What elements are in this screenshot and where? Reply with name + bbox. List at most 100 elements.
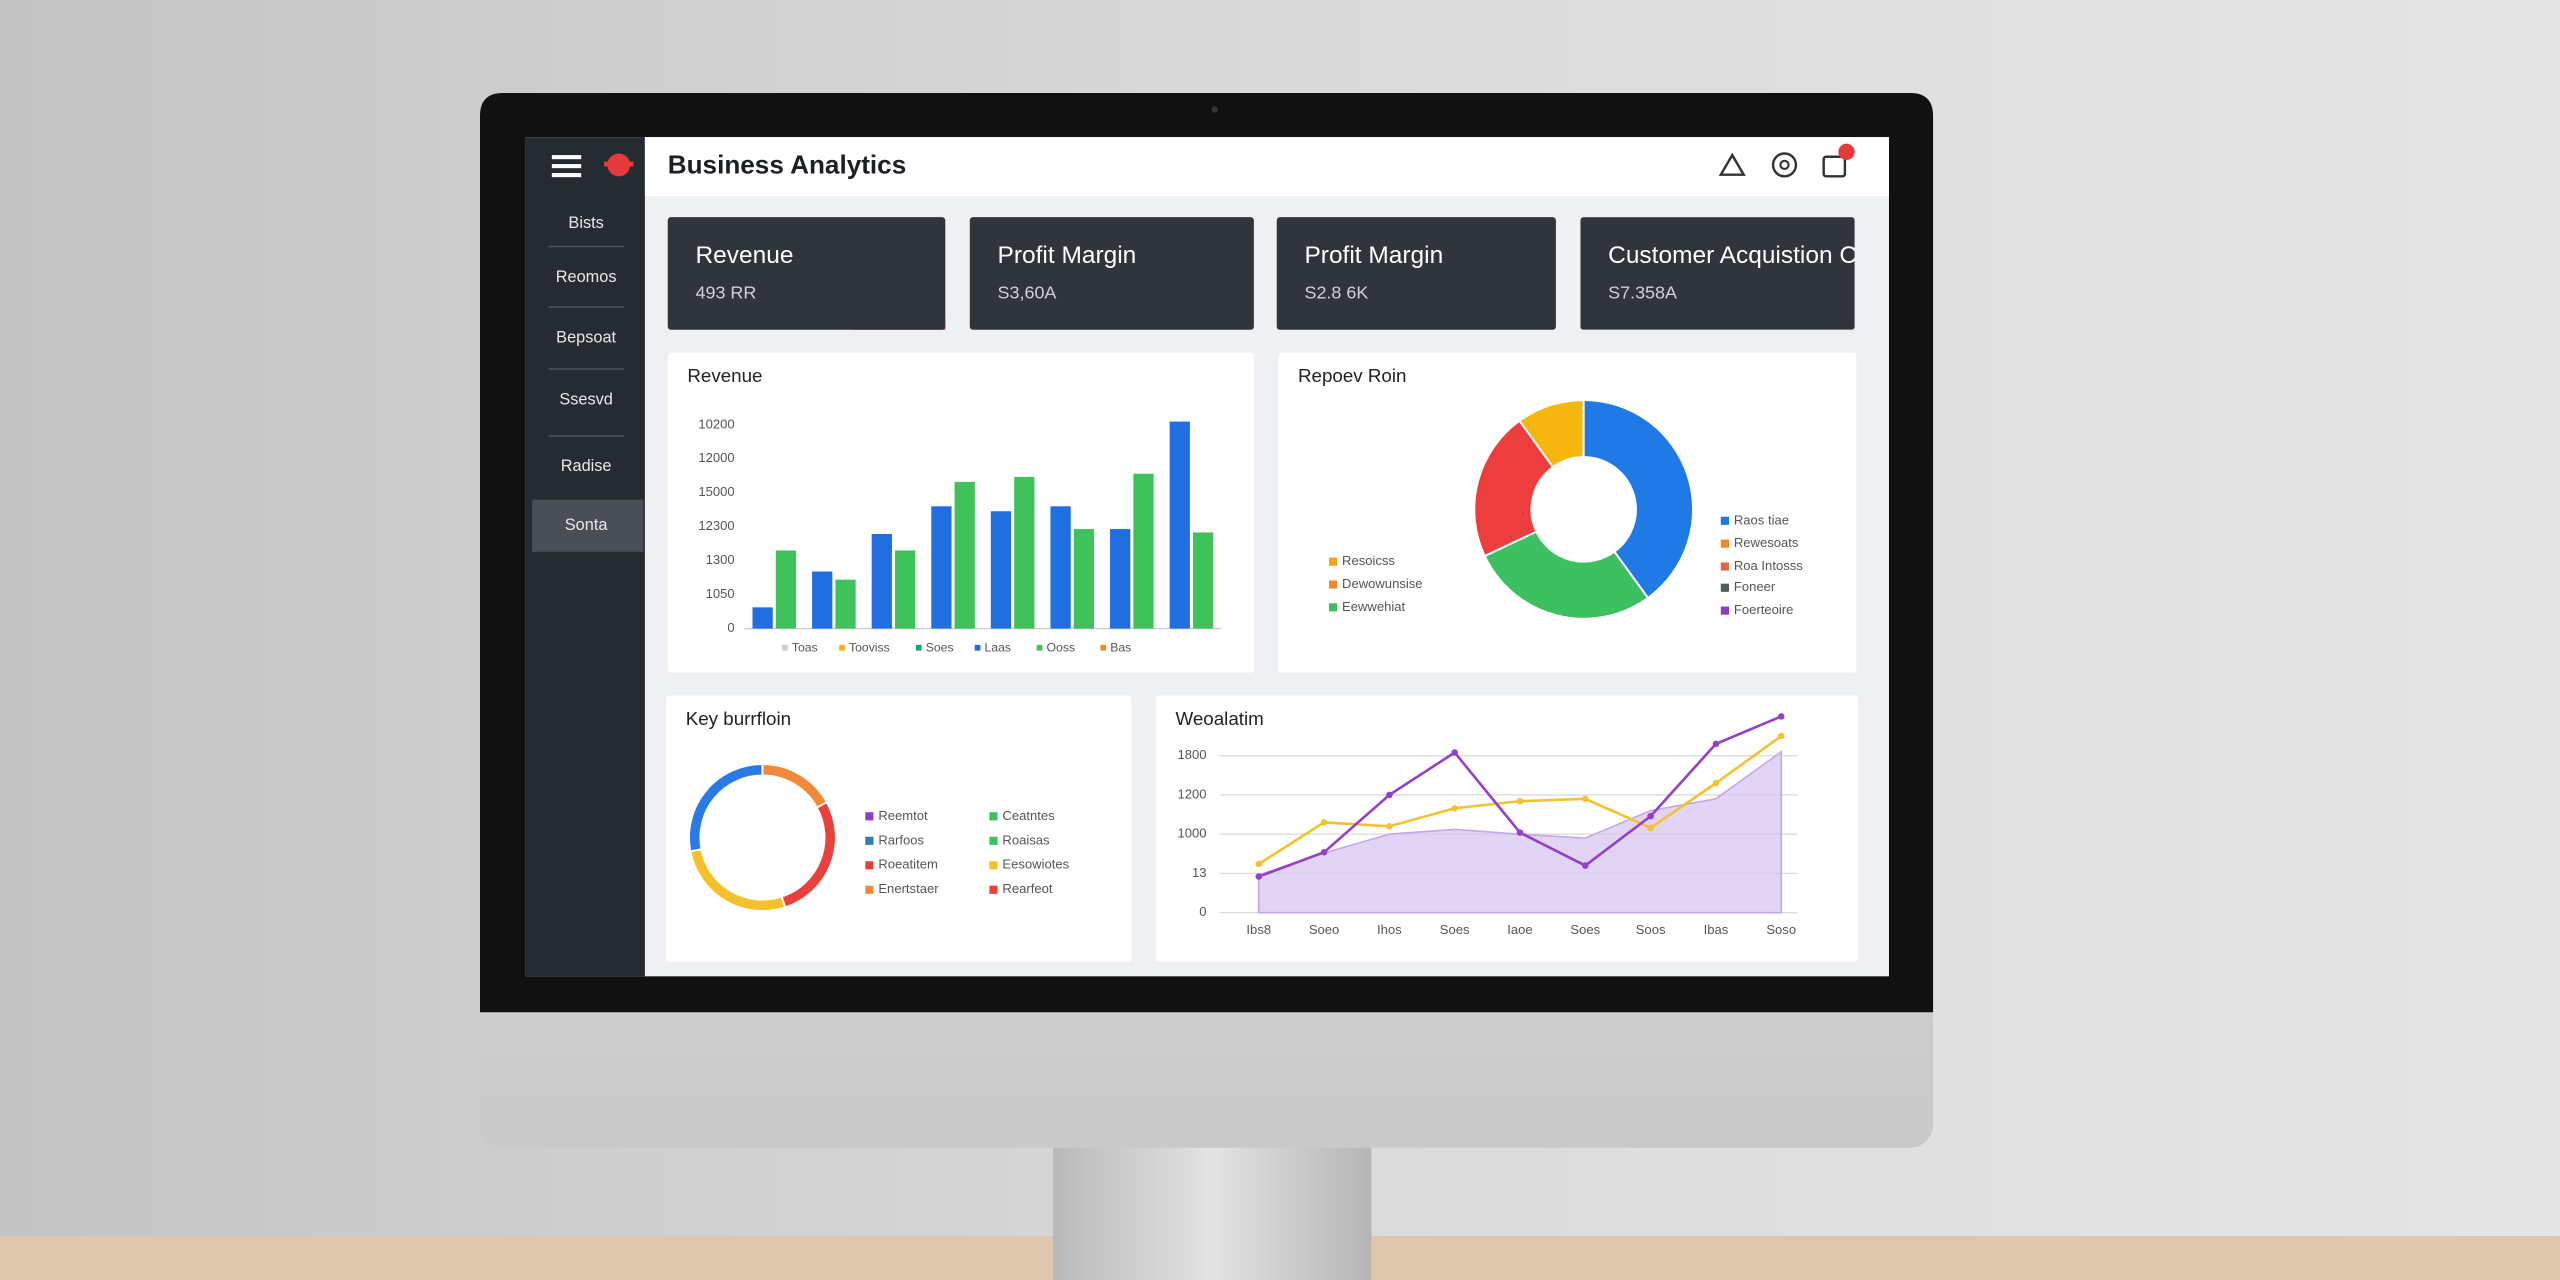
nav-item[interactable]: Radise <box>548 435 624 475</box>
bar <box>931 506 952 629</box>
nav-label: Reomos <box>556 268 617 286</box>
kpi-value: S3,60A <box>998 283 1057 303</box>
nav-label: Bepsoat <box>556 328 616 346</box>
legend-label: Tooviss <box>849 640 890 654</box>
bar <box>1073 529 1095 629</box>
legend-swatch <box>865 885 874 894</box>
point <box>1712 779 1720 787</box>
point <box>1647 812 1654 820</box>
point <box>1451 749 1458 756</box>
donut-segment <box>688 763 764 853</box>
point <box>1451 804 1458 812</box>
y-tick-label: 12300 <box>698 518 734 533</box>
bar <box>894 550 916 629</box>
point <box>1712 740 1720 748</box>
icon-notifications[interactable] <box>1822 143 1855 178</box>
icon-settings[interactable] <box>1771 152 1798 178</box>
kpi-card: Customer Acquistion Cost S7.358A <box>1580 217 1890 330</box>
chart-title: Key burrfloin <box>686 708 791 729</box>
point <box>1386 823 1393 830</box>
kpi-label: Profit Margin <box>998 242 1137 269</box>
nav-item[interactable]: Bists <box>568 214 603 232</box>
legend-label: Roa Intosss <box>1734 558 1803 573</box>
sidebar-nav: Bists Reomos Bepsoat Ssesvd Radise Sonta <box>532 214 644 552</box>
bar <box>1110 529 1131 629</box>
donut-segment <box>1483 530 1650 620</box>
x-tick-label: Iaoe <box>1507 922 1532 937</box>
legend-swatch <box>989 836 998 845</box>
point <box>1255 860 1263 868</box>
panel-bg <box>666 695 1132 962</box>
nav-item[interactable]: Ssesvd <box>548 368 624 408</box>
bar <box>1133 473 1154 629</box>
legend-label: Resoicss <box>1342 553 1395 568</box>
nav-item[interactable]: Bepsoat <box>548 306 624 346</box>
app-title: Business Analytics <box>668 149 906 179</box>
bar <box>1169 421 1190 629</box>
legend-label: Toas <box>792 640 818 654</box>
kpi-value: S7.358A <box>1608 283 1677 303</box>
chart-title: Repoev Roin <box>1298 365 1407 386</box>
legend-label: Reemtot <box>878 808 928 823</box>
x-tick-label: Ihos <box>1377 922 1402 937</box>
bar <box>990 511 1012 629</box>
legend-label: Dewowunsise <box>1342 576 1423 591</box>
kpi-value: 493 RR <box>696 283 757 303</box>
chart-panel: Weoalatim 0 13 1000 1200 1800 Ibs8 Soeo Ihos Soes… <box>1155 695 1858 962</box>
y-tick-label: 10200 <box>698 416 734 431</box>
legend-label: Rearfeot <box>1002 881 1052 896</box>
x-tick-label: Ibas <box>1704 922 1729 937</box>
charts: Revenue01050130012300150001200010200Toas… <box>666 352 1858 962</box>
menu-button[interactable] <box>551 155 582 178</box>
y-tick-label: 1800 <box>1177 747 1206 762</box>
legend-swatch <box>865 836 874 845</box>
x-tick-label: Soso <box>1766 922 1796 937</box>
legend-label: Rarfoos <box>878 832 924 847</box>
legend-swatch <box>1720 516 1729 525</box>
y-tick-label: 1300 <box>706 552 735 567</box>
legend-label: Raos tiae <box>1734 512 1789 527</box>
bar <box>1014 476 1035 629</box>
legend-swatch <box>782 644 788 651</box>
kpi-label: Customer Acquistion Cost <box>1608 242 1890 269</box>
point <box>1516 829 1524 836</box>
nav-item[interactable]: Reomos <box>548 245 624 286</box>
chart-title: Revenue <box>687 365 762 386</box>
kpi-card: Profit Margin S2.8 6K <box>1276 217 1556 330</box>
legend-label: Eesowiotes <box>1002 857 1069 872</box>
chart-title: Weoalatim <box>1176 708 1264 729</box>
kpi-card: Revenue 493 RR <box>667 217 946 330</box>
icon-user[interactable] <box>1718 152 1746 176</box>
legend-label: Bas <box>1110 640 1131 654</box>
legend-swatch <box>1036 644 1043 651</box>
legend-swatch <box>1720 606 1729 615</box>
legend-swatch <box>839 644 845 651</box>
bar <box>835 579 856 629</box>
kpi-card: Profit Margin S3,60A <box>969 217 1254 330</box>
x-tick-label: Soes <box>1440 922 1470 937</box>
nav-label: Ssesvd <box>559 390 613 408</box>
nav-item[interactable]: Sonta <box>532 499 644 552</box>
y-tick-label: 1200 <box>1177 786 1206 801</box>
legend-swatch <box>915 644 922 651</box>
camera <box>1211 106 1218 113</box>
y-tick-label: 1050 <box>706 586 735 601</box>
legend-label: Laas <box>984 640 1011 654</box>
x-tick-label: Soeo <box>1309 922 1339 937</box>
legend-swatch <box>1100 644 1107 651</box>
chart-panel: Revenue 0 1050 1300 12300 15000 12000 10200 Toas… <box>667 352 1254 673</box>
logo <box>604 153 634 177</box>
kpi-card-bg <box>1580 217 1855 330</box>
top-bar <box>644 137 1889 196</box>
point <box>1777 732 1785 740</box>
bar <box>954 481 975 629</box>
legend-swatch <box>989 885 998 894</box>
bar <box>1192 532 1214 629</box>
kpi-card-bg <box>667 217 946 330</box>
x-tick-label: Soos <box>1636 922 1666 937</box>
legend-swatch <box>1720 539 1729 548</box>
legend-swatch <box>1720 583 1729 592</box>
